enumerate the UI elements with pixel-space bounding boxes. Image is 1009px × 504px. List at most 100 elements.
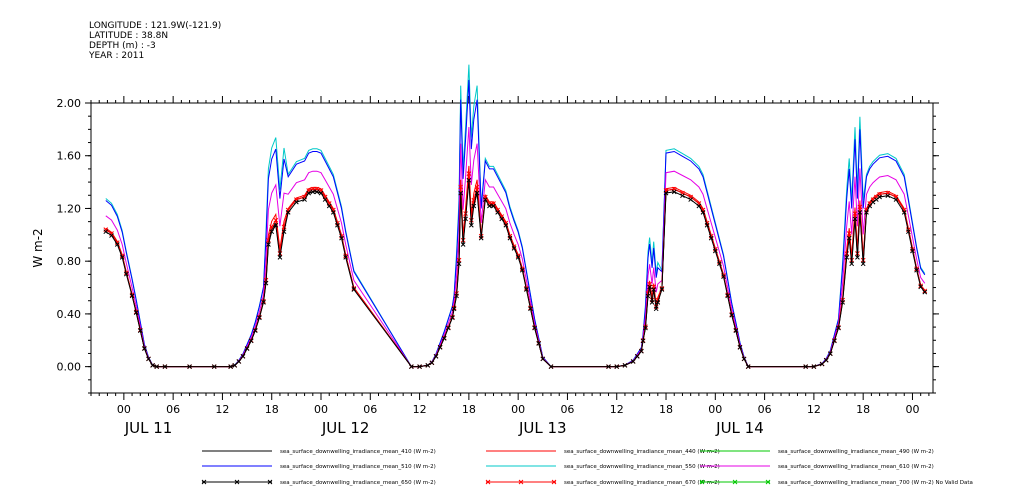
data-point — [864, 210, 869, 215]
data-point — [232, 362, 238, 368]
data-point — [150, 362, 155, 368]
data-point — [643, 325, 648, 331]
data-point — [503, 222, 509, 228]
data-point — [330, 210, 336, 215]
data-point — [688, 197, 694, 202]
x-tick-label: 12 — [413, 403, 427, 416]
depth-label: DEPTH (m) : -3 — [89, 41, 156, 51]
year-label: YEAR : 2011 — [89, 51, 145, 61]
x-tick-label: 00 — [905, 403, 919, 416]
data-point — [269, 229, 275, 235]
data-point — [877, 194, 882, 200]
data-point — [540, 356, 546, 362]
data-point — [918, 284, 924, 290]
chart-header: LONGITUDE : 121.9W(-121.9) LATITUDE : 38… — [89, 21, 221, 61]
legend-marker — [518, 479, 524, 485]
data-point — [433, 354, 439, 359]
legend-label: sea_surface_downwelling_irradiance_mean_… — [564, 449, 720, 455]
data-point — [893, 197, 899, 202]
series-markers-7 — [103, 171, 928, 369]
data-point — [269, 224, 275, 230]
data-point — [429, 360, 435, 366]
data-point — [885, 193, 891, 199]
legend-marker — [765, 479, 771, 485]
data-point — [922, 288, 928, 294]
x-tick-label: 18 — [856, 403, 870, 416]
data-point — [721, 274, 726, 280]
data-point — [515, 255, 521, 260]
x-tick-label: 12 — [610, 403, 624, 416]
data-point — [425, 362, 431, 368]
legend-entry: sea_surface_downwelling_irradiance_mean_… — [485, 479, 720, 486]
data-point — [257, 315, 262, 321]
series-line-7 — [105, 173, 926, 368]
data-point — [339, 235, 344, 241]
legend-marker — [234, 479, 240, 485]
legend-label: sea_surface_downwelling_irradiance_mean_… — [280, 449, 436, 455]
data-point — [659, 287, 665, 292]
data-point — [870, 199, 876, 205]
data-point — [680, 193, 685, 199]
data-point — [606, 364, 611, 369]
data-point — [450, 315, 455, 321]
data-point — [614, 364, 620, 369]
legend-entry: sea_surface_downwelling_irradiance_mean_… — [202, 449, 436, 455]
x-tick-label: 00 — [117, 403, 131, 416]
data-point — [622, 362, 628, 368]
data-point — [277, 255, 283, 260]
data-point — [836, 325, 841, 331]
data-point — [123, 271, 129, 277]
data-point — [456, 261, 462, 267]
data-point — [649, 300, 655, 305]
data-point — [873, 197, 879, 202]
data-point — [119, 255, 125, 260]
legend-label: sea_surface_downwelling_irradiance_mean_… — [280, 464, 436, 470]
day-label: JUL 11 — [124, 419, 173, 437]
x-tick-label: 06 — [363, 403, 377, 416]
data-point — [511, 246, 517, 251]
x-tick-label: 12 — [807, 403, 821, 416]
data-point — [441, 336, 447, 341]
data-point — [901, 210, 907, 215]
data-point — [445, 325, 451, 331]
data-point — [860, 261, 866, 267]
series-line-0 — [105, 177, 926, 368]
data-point — [343, 255, 349, 260]
day-label: JUL 12 — [321, 419, 370, 437]
data-point — [417, 364, 422, 369]
data-point — [922, 289, 928, 295]
data-point — [466, 171, 472, 176]
data-point — [519, 267, 525, 273]
x-tick-label: 00 — [708, 403, 722, 416]
data-point — [310, 189, 316, 195]
data-point — [532, 325, 537, 331]
data-point — [914, 267, 919, 273]
data-point — [281, 229, 287, 235]
data-point — [528, 306, 533, 312]
legend-entry: sea_surface_downwelling_irradiance_mean_… — [700, 449, 934, 455]
legend-entry: sea_surface_downwelling_irradiance_mean_… — [201, 479, 436, 486]
legend-entry: sea_surface_downwelling_irradiance_mean_… — [700, 464, 934, 470]
x-tick-label: 18 — [659, 403, 673, 416]
data-point — [285, 210, 291, 215]
legend-entry: sea_surface_downwelling_irradiance_mean_… — [486, 449, 720, 455]
data-point — [252, 328, 258, 334]
data-point — [906, 229, 911, 235]
data-point — [474, 184, 480, 190]
y-tick-label: 0.80 — [57, 255, 82, 268]
chart-legend: sea_surface_downwelling_irradiance_mean_… — [201, 449, 973, 486]
data-point — [507, 235, 513, 241]
data-point — [803, 364, 809, 369]
data-point — [487, 203, 492, 209]
x-tick-label: 00 — [314, 403, 328, 416]
data-point — [314, 189, 320, 195]
data-point — [154, 364, 160, 369]
x-tick-label: 00 — [511, 403, 525, 416]
legend-entry: sea_surface_downwelling_irradiance_mean_… — [202, 464, 436, 470]
data-point — [852, 211, 858, 216]
data-point — [640, 338, 646, 344]
legend-marker — [201, 479, 207, 485]
data-point — [708, 235, 714, 241]
data-point — [846, 231, 852, 236]
